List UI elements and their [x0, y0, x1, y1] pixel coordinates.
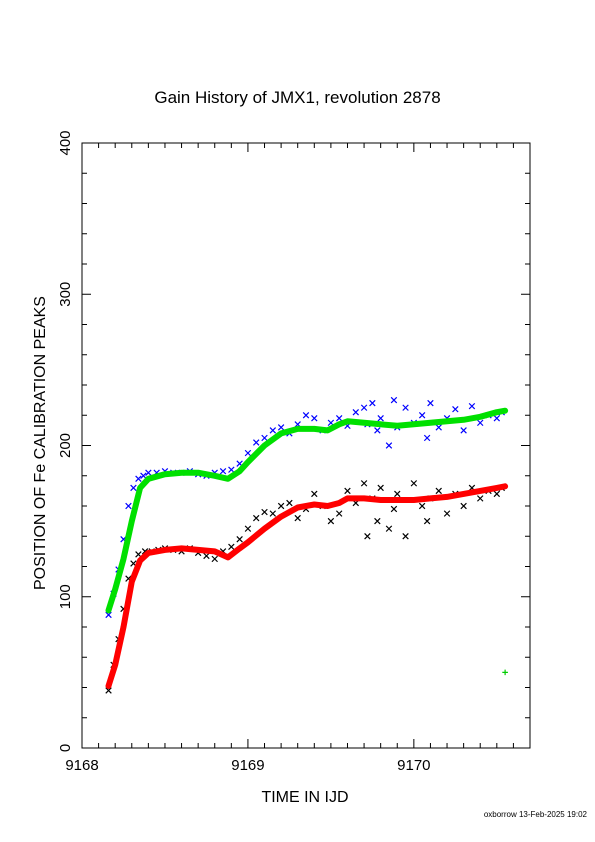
data-point-1 [327, 517, 335, 525]
data-point-0 [476, 419, 484, 427]
data-point-1 [286, 499, 293, 507]
data-point-1 [390, 505, 398, 513]
data-point-0 [145, 469, 152, 476]
data-point-0 [125, 502, 132, 510]
data-point-1 [269, 510, 277, 517]
y-tick-label: 0 [57, 744, 74, 752]
series-line-2 [105, 407, 509, 614]
data-point-1 [277, 502, 285, 510]
data-point-1 [360, 480, 368, 487]
y-tick-label: 200 [57, 433, 74, 458]
data-point-0 [252, 439, 260, 446]
x-axis-label: TIME IN IJD [261, 789, 349, 806]
data-point-1 [364, 533, 371, 540]
data-point-0 [105, 611, 112, 619]
data-point-1 [377, 484, 384, 492]
data-point-0 [377, 415, 384, 422]
data-point-0 [418, 412, 426, 419]
data-point-1 [344, 487, 351, 495]
y-tick-label: 300 [57, 282, 74, 307]
data-point-1 [252, 514, 260, 522]
data-point-0 [311, 415, 318, 422]
data-point-1 [105, 687, 112, 694]
footer-credit: oxborrow 13-Feb-2025 19:02 [483, 810, 587, 819]
data-point-1 [402, 533, 409, 540]
data-point-1 [294, 514, 301, 522]
data-point-4 [502, 669, 508, 676]
data-point-1 [443, 510, 451, 517]
data-point-0 [269, 427, 277, 434]
data-point-1 [203, 552, 210, 560]
x-tick-label: 9168 [65, 757, 98, 774]
data-point-0 [130, 484, 137, 492]
data-point-0 [402, 404, 409, 411]
series-line-3 [105, 483, 509, 689]
data-point-0 [369, 399, 376, 407]
data-point-1 [335, 510, 343, 517]
data-point-0 [423, 434, 431, 442]
data-point-1 [410, 480, 418, 487]
data-point-1 [476, 495, 484, 502]
data-point-1 [374, 517, 381, 525]
data-point-0 [360, 404, 368, 411]
data-point-0 [374, 427, 381, 434]
data-point-0 [435, 424, 442, 431]
data-point-0 [468, 402, 476, 410]
data-point-1 [211, 555, 218, 563]
data-point-0 [277, 424, 285, 431]
data-point-0 [390, 396, 398, 404]
data-point-0 [302, 412, 310, 419]
data-point-1 [236, 536, 243, 543]
x-tick-label: 9170 [397, 757, 430, 774]
data-point-0 [452, 405, 459, 413]
x-tick-label: 9169 [231, 757, 264, 774]
data-point-0 [460, 427, 467, 434]
data-point-1 [228, 543, 235, 551]
data-point-0 [244, 449, 252, 457]
data-point-0 [385, 442, 393, 449]
data-point-0 [135, 475, 142, 482]
y-tick-label: 400 [57, 130, 74, 155]
data-point-0 [427, 399, 434, 407]
data-point-0 [335, 415, 343, 422]
data-point-0 [352, 409, 360, 416]
data-point-0 [219, 467, 227, 475]
data-point-1 [493, 490, 501, 498]
data-point-1 [261, 508, 268, 516]
data-point-1 [418, 502, 426, 510]
data-point-1 [394, 490, 401, 498]
data-point-1 [435, 487, 442, 495]
data-point-1 [385, 525, 393, 532]
data-point-0 [261, 434, 268, 442]
data-point-1 [460, 502, 467, 510]
data-point-0 [140, 472, 147, 479]
y-tick-label: 100 [57, 584, 74, 609]
data-point-1 [244, 525, 252, 532]
plot-frame [81, 142, 531, 749]
data-point-0 [493, 415, 501, 422]
data-point-1 [423, 517, 431, 525]
data-point-1 [311, 490, 318, 498]
chart-title: Gain History of JMX1, revolution 2878 [154, 88, 441, 107]
data-point-0 [228, 466, 235, 473]
